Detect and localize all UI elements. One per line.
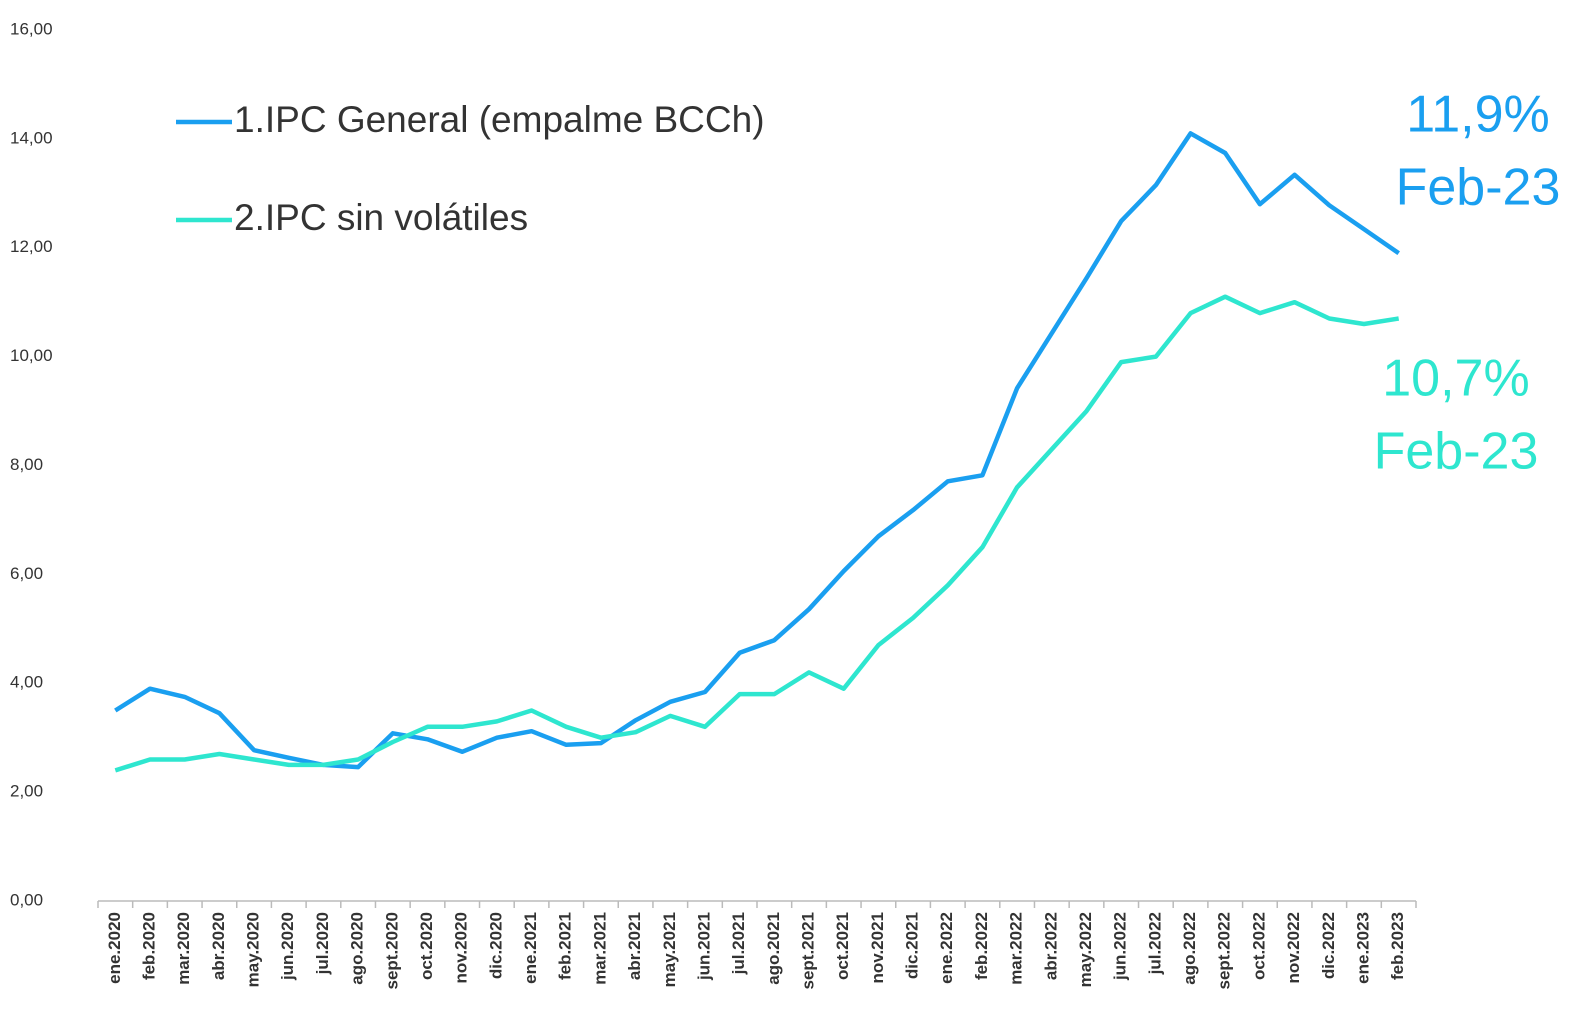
x-tick-label: may.2022 xyxy=(1076,912,1095,987)
annotation: Feb-23 xyxy=(1396,159,1561,217)
y-tick-label: 4,00 xyxy=(10,673,43,692)
y-tick-label: 16,00 xyxy=(10,19,53,38)
annotation: 11,9% xyxy=(1406,86,1550,144)
x-tick-label: jun.2022 xyxy=(1111,912,1130,981)
x-tick-label: nov.2020 xyxy=(452,912,471,984)
x-tick-label: jul.2020 xyxy=(313,912,332,975)
legend-label: 2.IPC sin volátiles xyxy=(234,197,528,238)
x-tick-label: sept.2020 xyxy=(382,912,401,990)
x-tick-label: abr.2020 xyxy=(209,912,228,980)
x-tick-label: ene.2020 xyxy=(105,912,124,984)
annotation: Feb-23 xyxy=(1374,423,1539,481)
x-tick-label: feb.2022 xyxy=(972,912,991,980)
x-tick-label: feb.2020 xyxy=(140,912,159,980)
x-tick-label: feb.2021 xyxy=(556,912,575,980)
x-tick-label: ago.2021 xyxy=(764,912,783,985)
x-tick-label: oct.2021 xyxy=(833,912,852,980)
x-tick-label: jul.2022 xyxy=(1145,912,1164,975)
y-tick-label: 14,00 xyxy=(10,128,53,147)
x-tick-label: nov.2021 xyxy=(868,912,887,984)
x-tick-label: dic.2021 xyxy=(903,912,922,979)
x-tick-label: ago.2022 xyxy=(1180,912,1199,985)
x-tick-label: jul.2021 xyxy=(729,912,748,975)
x-tick-label: nov.2022 xyxy=(1284,912,1303,984)
legend-label: 1.IPC General (empalme BCCh) xyxy=(234,99,765,140)
y-tick-label: 6,00 xyxy=(10,564,43,583)
x-tick-label: may.2021 xyxy=(660,912,679,987)
x-tick-label: ene.2022 xyxy=(937,912,956,984)
y-tick-label: 12,00 xyxy=(10,237,53,256)
x-tick-label: ene.2023 xyxy=(1353,912,1372,984)
y-tick-label: 2,00 xyxy=(10,782,43,801)
x-tick-label: abr.2021 xyxy=(625,912,644,980)
series-line xyxy=(114,294,1400,773)
x-tick-label: ene.2021 xyxy=(521,912,540,984)
y-tick-label: 8,00 xyxy=(10,455,43,474)
y-tick-label: 0,00 xyxy=(10,890,43,909)
x-tick-label: mar.2022 xyxy=(1007,912,1026,985)
x-tick-label: dic.2020 xyxy=(486,912,505,979)
x-tick-label: mar.2021 xyxy=(590,912,609,985)
x-tick-label: dic.2022 xyxy=(1319,912,1338,979)
x-tick-label: abr.2022 xyxy=(1041,912,1060,980)
x-tick-label: feb.2023 xyxy=(1388,912,1407,980)
x-tick-label: jun.2021 xyxy=(694,912,713,981)
x-tick-label: oct.2022 xyxy=(1249,912,1268,980)
y-tick-label: 10,00 xyxy=(10,346,53,365)
x-tick-label: sept.2022 xyxy=(1215,912,1234,990)
x-tick-label: may.2020 xyxy=(244,912,263,987)
x-tick-label: ago.2020 xyxy=(348,912,367,985)
x-tick-label: oct.2020 xyxy=(417,912,436,980)
x-tick-label: jun.2020 xyxy=(278,912,297,981)
x-tick-label: mar.2020 xyxy=(174,912,193,985)
x-tick-label: sept.2021 xyxy=(799,912,818,990)
annotation: 10,7% xyxy=(1382,350,1529,408)
